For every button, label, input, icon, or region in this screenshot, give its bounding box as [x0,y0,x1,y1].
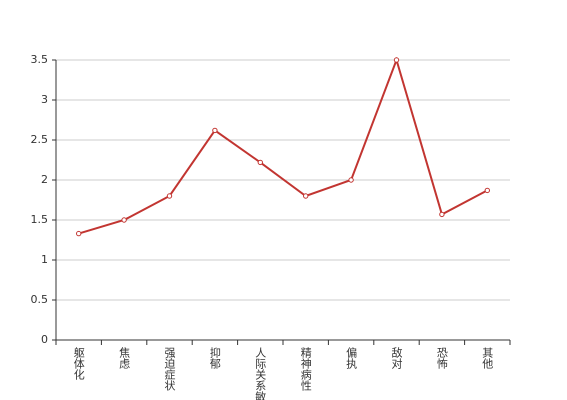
x-tick-label: 焦虑 [118,347,131,369]
line [78,56,488,235]
point [303,193,309,199]
point [484,187,490,194]
point [257,159,263,166]
y-tick-label: 1.5 [31,213,49,226]
point [348,177,354,183]
x-tick-label: 抑郁 [208,346,221,369]
point [76,230,82,237]
y-tick-label: 0 [41,333,48,346]
x-tick-label: 强迫症状 [163,347,176,391]
y-tick-label: 3.5 [31,53,49,66]
y-tick-label: 2 [41,173,48,186]
point [212,127,218,134]
x-tick-label: 其他 [481,347,494,369]
y-tick-label: 1 [41,253,48,266]
x-tick-label: 偏执 [345,346,358,370]
point [121,217,127,223]
point [166,193,173,199]
point [439,211,445,218]
y-tick-label: 2.5 [31,133,49,146]
point [393,57,400,63]
y-tick-label: 0.5 [31,293,49,306]
x-tick-label: 敌对 [390,346,403,369]
x-tick-label: 恐怖 [435,347,448,369]
x-tick-label: 精神病性 [299,347,312,392]
x-tick-label: 躯体化 [72,347,85,381]
y-tick-label: 3 [41,93,48,106]
x-tick-label: 人际关系敏感 [254,347,267,400]
